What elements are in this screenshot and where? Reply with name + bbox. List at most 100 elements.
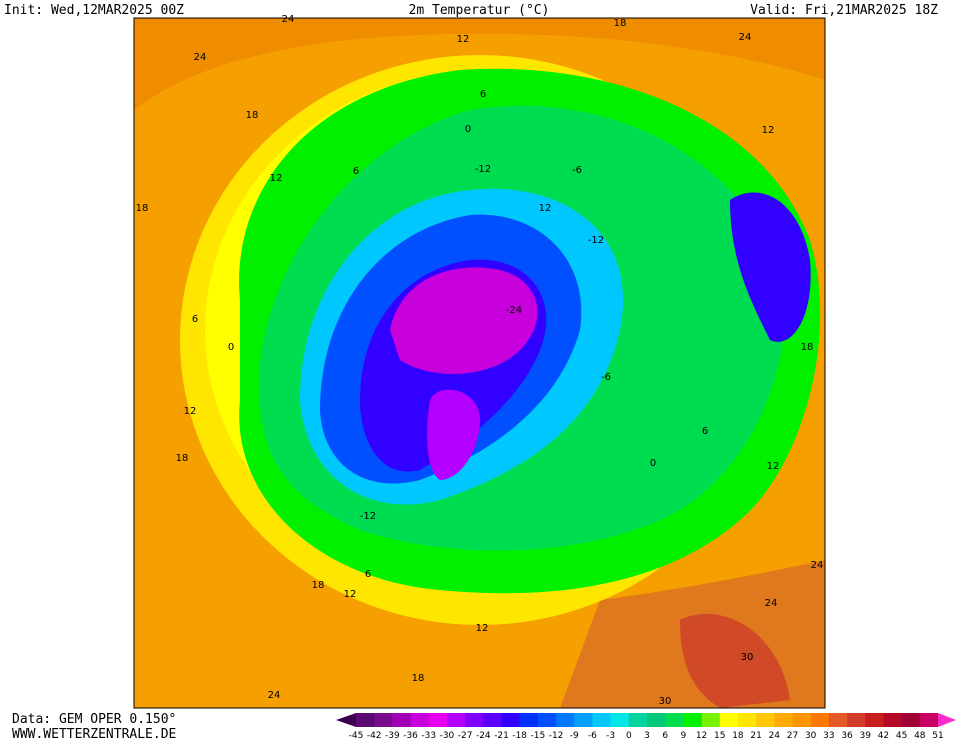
contour-label: 18 [176, 453, 189, 464]
contour-label: 12 [767, 461, 780, 472]
contour-label: 24 [268, 690, 281, 701]
colorbar-label: -15 [531, 731, 546, 741]
contour-label: 0 [650, 458, 656, 469]
contour-label: 24 [811, 560, 824, 571]
colorbar-swatch [919, 713, 939, 727]
colorbar-arrow [938, 713, 956, 727]
colorbar-label: -12 [549, 731, 564, 741]
site-text: WWW.WETTERZENTRALE.DE [12, 727, 176, 741]
contour-label: -6 [572, 165, 582, 176]
contour-label: 18 [614, 18, 627, 29]
colorbar-label: 24 [769, 731, 781, 741]
colorbar-swatch [665, 713, 684, 727]
source-text: Data: GEM OPER 0.150° [12, 712, 176, 727]
colorbar-label: 51 [932, 731, 943, 741]
contour-label: 12 [762, 125, 775, 136]
contour-label: -24 [506, 305, 522, 316]
colorbar-swatch [592, 713, 612, 727]
colorbar-label: 45 [896, 731, 907, 741]
colorbar-label: 30 [805, 731, 817, 741]
colorbar-label: 42 [878, 731, 889, 741]
colorbar-swatch [519, 713, 539, 727]
colorbar-swatch [828, 713, 848, 727]
temperature-field [134, 18, 825, 708]
colorbar-label: 6 [662, 731, 668, 741]
contour-label: 6 [480, 89, 486, 100]
colorbar-swatch [719, 713, 739, 727]
colorbar-swatch [410, 713, 430, 727]
colorbar-label: -33 [421, 731, 436, 741]
contour-label: 24 [739, 32, 752, 43]
contour-label: 6 [365, 569, 371, 580]
contour-label: 12 [270, 173, 283, 184]
contour-label: 0 [465, 124, 471, 135]
colorbar-label: 18 [732, 731, 744, 741]
colorbar-label: 36 [841, 731, 853, 741]
colorbar-swatch [465, 713, 484, 727]
contour-label: 18 [312, 580, 325, 591]
contour-label: -12 [360, 511, 376, 522]
contour-label: 12 [476, 623, 489, 634]
contour-label: 0 [228, 342, 234, 353]
colorbar-swatch [792, 713, 812, 727]
colorbar-swatch [701, 713, 721, 727]
colorbar-label: 39 [860, 731, 872, 741]
colorbar-label: -30 [440, 731, 455, 741]
init-text: Init: Wed,12MAR2025 00Z [4, 3, 184, 18]
colorbar-label: 48 [914, 731, 926, 741]
colorbar-swatch [556, 713, 575, 727]
colorbar-label: -9 [570, 731, 579, 741]
contour-label: 12 [184, 406, 197, 417]
colorbar-label: -42 [367, 731, 382, 741]
colorbar-swatch [574, 713, 593, 727]
colorbar-swatch [810, 713, 830, 727]
colorbar: -45 -42 -39 -36 -33 -30 -27 -24 -21 -18 -15 -12 -9 -6… [336, 713, 956, 741]
colorbar-swatch [756, 713, 775, 727]
colorbar-swatch [647, 713, 666, 727]
contour-label: 24 [282, 14, 295, 25]
colorbar-swatch [374, 713, 393, 727]
contour-label: -6 [601, 372, 611, 383]
colorbar-swatch [683, 713, 703, 727]
contour-label: 12 [457, 34, 470, 45]
colorbar-swatch [883, 713, 903, 727]
colorbar-swatch [483, 713, 502, 727]
contour-labels: 24 18 24 12 24 18 6 12 0 12 6 -12 -6 18 12 -12 -24 6 0 18 -6… [136, 14, 824, 707]
colorbar-swatch [737, 713, 757, 727]
colorbar-label: -27 [458, 731, 473, 741]
colorbar-label: -3 [606, 731, 615, 741]
colorbar-label: 15 [714, 731, 725, 741]
contour-label: 30 [741, 652, 754, 663]
colorbar-label: 9 [681, 731, 687, 741]
colorbar-swatch [537, 713, 557, 727]
colorbar-swatch [865, 713, 884, 727]
colorbar-swatch [847, 713, 866, 727]
colorbar-label: -36 [403, 731, 418, 741]
contour-label: 18 [801, 342, 814, 353]
colorbar-label: -21 [494, 731, 509, 741]
contour-label: 12 [344, 589, 357, 600]
contour-label: -12 [475, 164, 491, 175]
colorbar-label: 33 [823, 731, 834, 741]
colorbar-swatch [628, 713, 648, 727]
contour-label: 18 [246, 110, 259, 121]
colorbar-label: 12 [696, 731, 707, 741]
contour-label: 24 [765, 598, 778, 609]
colorbar-label: -18 [512, 731, 527, 741]
contour-label: 18 [412, 673, 425, 684]
contour-label: -12 [588, 235, 604, 246]
contour-label: 6 [353, 166, 359, 177]
contour-label: 18 [136, 203, 149, 214]
colorbar-swatch [428, 713, 448, 727]
contour-label: 6 [702, 426, 708, 437]
valid-text: Valid: Fri,21MAR2025 18Z [750, 3, 938, 18]
colorbar-swatch [901, 713, 921, 727]
colorbar-swatch [446, 713, 466, 727]
map-frame [133, 17, 826, 709]
contour-label: 6 [192, 314, 198, 325]
contour-label: 30 [659, 696, 672, 707]
map-title: 2m Temperatur (°C) [409, 3, 550, 18]
colorbar-label: -39 [385, 731, 400, 741]
